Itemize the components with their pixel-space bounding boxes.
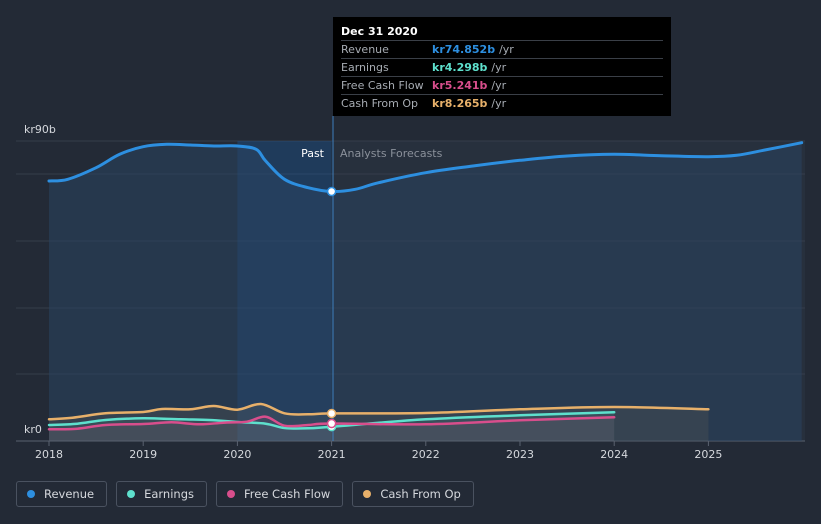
tooltip-unit: /yr [499,43,514,56]
series-marker-revenue [326,186,337,197]
tooltip-label: Earnings [341,61,389,74]
x-tick-label: 2018 [35,448,63,461]
legend-item-revenue[interactable]: Revenue [16,481,108,507]
legend-dot-icon [227,490,235,498]
tooltip-label: Free Cash Flow [341,79,424,92]
series-area-revenue [49,142,802,441]
tooltip-value: kr74.852b [432,43,496,56]
legend-item-earnings[interactable]: Earnings [116,481,207,507]
x-tick-label: 2020 [223,448,251,461]
tooltip-unit: /yr [491,97,507,110]
tooltip-unit: /yr [491,61,507,74]
legend-label: Free Cash Flow [244,487,331,501]
x-tick-label: 2023 [506,448,534,461]
series-line-earnings [47,411,616,430]
tooltip-value: kr8.265b [432,97,488,110]
legend-item-free-cash-flow[interactable]: Free Cash Flow [216,481,344,507]
legend-label: Cash From Op [380,487,461,501]
tooltip-value: kr4.298b [432,61,488,74]
tooltip-label: Revenue [341,43,389,56]
x-tick-label: 2019 [129,448,157,461]
tooltip-value: kr5.241b [432,79,488,92]
y-tick-label-top: kr90b [24,123,56,136]
series-marker-free-cash-flow [326,418,337,429]
legend-item-cash-from-op[interactable]: Cash From Op [352,481,474,507]
series-marker-cash-from-op [326,408,337,419]
tooltip-unit: /yr [491,79,507,92]
y-tick-label-bottom: kr0 [24,423,42,436]
legend-label: Earnings [144,487,194,501]
tooltip-row-earnings: Earnings kr4.298b /yr [341,58,663,76]
tooltip-row-free-cash-flow: Free Cash Flow kr5.241b /yr [341,76,663,94]
legend-label: Revenue [44,487,95,501]
x-tick-label: 2021 [318,448,346,461]
series-line-cash-from-op [47,402,710,421]
x-tick-label: 2022 [412,448,440,461]
tooltip-label: Cash From Op [341,97,419,110]
tooltip-date: Dec 31 2020 [341,25,418,38]
tooltip: Dec 31 2020 Revenue kr74.852b /yr Earnin… [333,17,671,116]
past-label: Past [301,147,325,160]
forecast-label: Analysts Forecasts [340,147,443,160]
legend-dot-icon [27,490,35,498]
tooltip-row-cash-from-op: Cash From Op kr8.265b /yr [341,94,663,112]
tooltip-row-revenue: Revenue kr74.852b /yr [341,40,663,58]
x-tick-label: 2024 [600,448,628,461]
series-line-revenue [47,141,804,194]
series-area-earnings [49,412,615,441]
series-line-free-cash-flow [47,415,616,431]
x-tick-label: 2025 [694,448,722,461]
legend-dot-icon [127,490,136,498]
legend-dot-icon [363,490,372,498]
legend: Revenue Earnings Free Cash Flow Cash Fro… [16,481,483,509]
